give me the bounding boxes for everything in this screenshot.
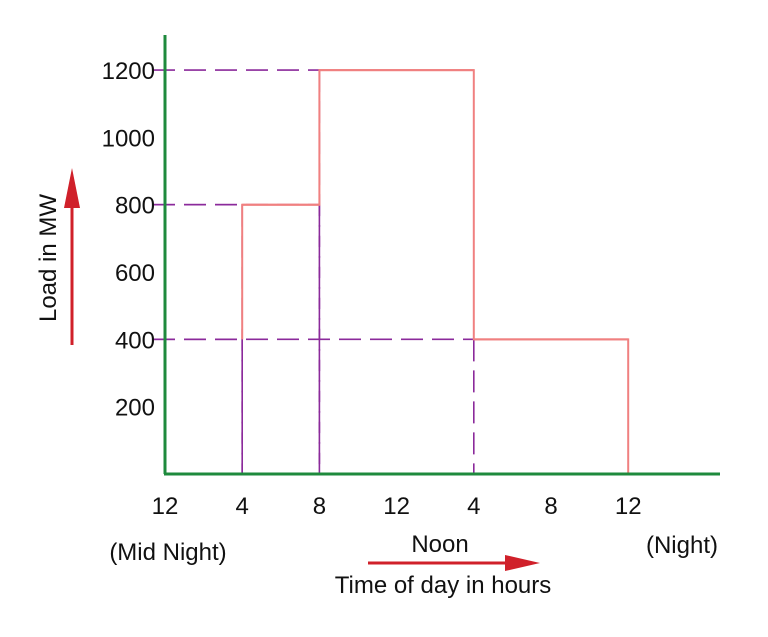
x-tick-label: 4 — [236, 493, 249, 520]
y-tick-label: 600 — [115, 260, 155, 287]
x-tick-label: 8 — [544, 493, 557, 520]
y-tick-label: 1200 — [102, 58, 155, 85]
x-tick-label: 4 — [467, 493, 480, 520]
load-series — [241, 69, 630, 474]
load-step-line — [241, 69, 630, 474]
y-axis-arrow — [64, 168, 80, 345]
y-tick-label: 200 — [115, 395, 155, 422]
x-tick-label: 12 — [152, 493, 179, 520]
x-axis-arrow — [368, 555, 540, 571]
y-tick-label: 400 — [115, 327, 155, 354]
x-tick-labels: 12 4 8 12 4 8 12 — [152, 493, 642, 520]
x-tick-label: 12 — [383, 493, 410, 520]
guide-lines — [153, 69, 475, 474]
night-annotation: (Night) — [646, 532, 718, 559]
x-tick-label: 12 — [615, 493, 642, 520]
y-tick-labels: 200 400 600 800 1000 1200 — [102, 58, 155, 422]
y-tick-label: 1000 — [102, 125, 155, 152]
y-tick-label: 800 — [115, 193, 155, 220]
x-tick-label: 8 — [313, 493, 326, 520]
midnight-annotation: (Mid Night) — [109, 539, 226, 566]
y-axis-title: Load in MW — [35, 194, 62, 322]
noon-annotation: Noon — [411, 531, 468, 558]
x-axis-title: Time of day in hours — [335, 572, 552, 599]
